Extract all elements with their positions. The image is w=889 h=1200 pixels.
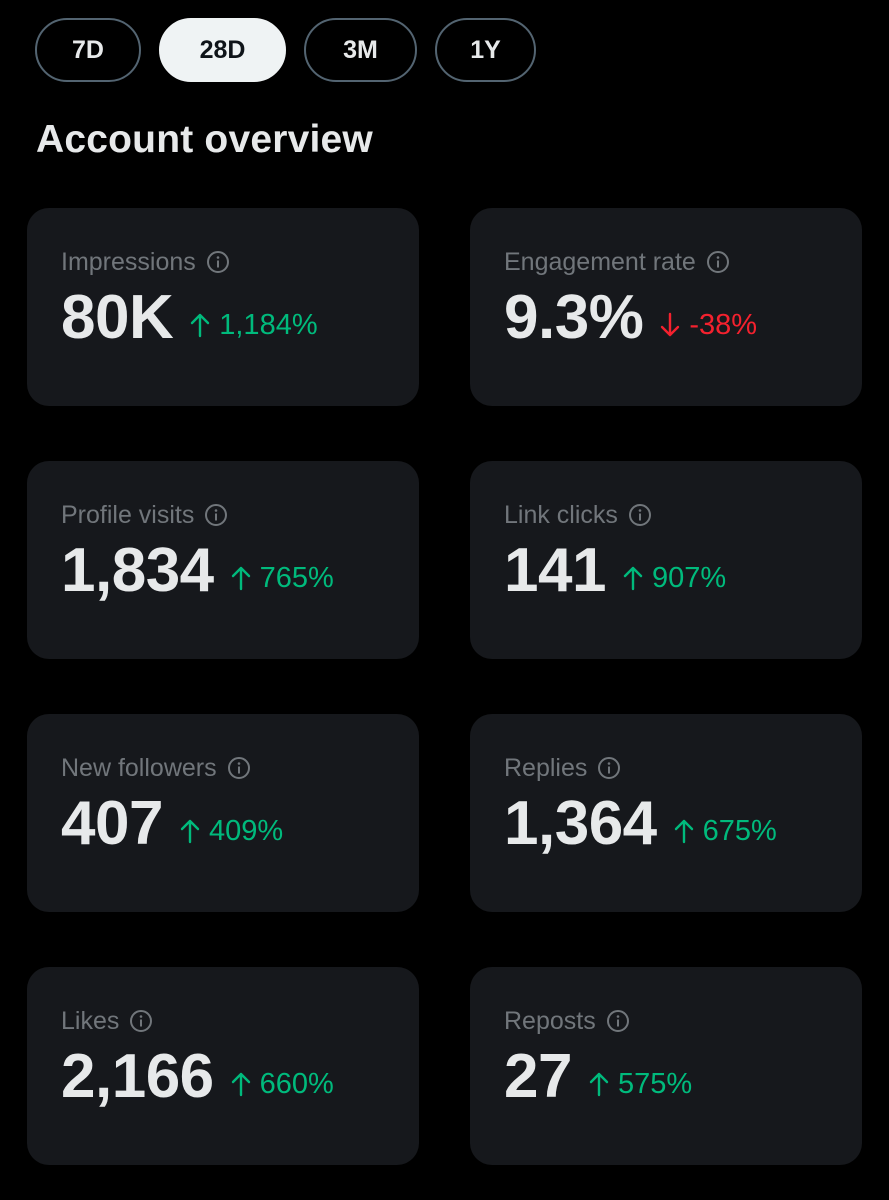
metric-change-value: 675%	[702, 814, 777, 847]
range-tab-3m[interactable]: 3M	[304, 18, 417, 82]
metric-value: 1,364	[504, 789, 657, 858]
arrow-up-icon	[589, 1072, 609, 1097]
metric-card-reposts[interactable]: Reposts 27 575%	[470, 967, 862, 1165]
metric-change: 765%	[230, 562, 334, 595]
metric-card-likes[interactable]: Likes 2,166 660%	[27, 967, 419, 1165]
date-range-selector: 7D 28D 3M 1Y	[35, 18, 536, 82]
info-icon[interactable]	[628, 503, 652, 527]
metric-card-engagement-rate[interactable]: Engagement rate 9.3% -38%	[470, 208, 862, 406]
arrow-up-icon	[623, 566, 643, 591]
metric-card-impressions[interactable]: Impressions 80K 1,184%	[27, 208, 419, 406]
metric-change: 907%	[622, 562, 726, 595]
metric-value: 1,834	[61, 536, 214, 605]
metric-change-value: 660%	[259, 1067, 334, 1100]
info-icon[interactable]	[227, 756, 251, 780]
metric-card-replies[interactable]: Replies 1,364 675%	[470, 714, 862, 912]
info-icon[interactable]	[606, 1009, 630, 1033]
metric-change-value: 765%	[259, 561, 334, 594]
arrow-up-icon	[231, 1072, 250, 1097]
metric-change-value: 575%	[617, 1067, 693, 1100]
metric-label: Reposts	[504, 1006, 596, 1035]
metrics-grid: Impressions 80K 1,184% Engagement rate 9…	[27, 208, 862, 1165]
metric-card-link-clicks[interactable]: Link clicks 141 907%	[470, 461, 862, 659]
arrow-up-icon	[180, 819, 200, 844]
arrow-down-icon	[661, 312, 680, 337]
metric-label: New followers	[61, 753, 217, 782]
info-icon[interactable]	[129, 1009, 153, 1033]
metric-change: 675%	[673, 815, 777, 848]
info-icon[interactable]	[706, 250, 730, 274]
metric-label: Link clicks	[504, 500, 618, 529]
metric-change-value: 907%	[651, 561, 727, 594]
arrow-up-icon	[191, 313, 210, 338]
metric-label: Engagement rate	[504, 247, 696, 276]
section-title: Account overview	[36, 118, 373, 161]
metric-card-profile-visits[interactable]: Profile visits 1,834 765%	[27, 461, 419, 659]
metric-label: Likes	[61, 1006, 120, 1035]
metric-label: Profile visits	[61, 500, 195, 529]
metric-change: 575%	[588, 1068, 692, 1101]
info-icon[interactable]	[206, 250, 230, 274]
metric-value: 407	[61, 789, 163, 858]
metric-change-value: -38%	[689, 308, 758, 341]
metric-value: 27	[504, 1042, 572, 1111]
metric-value: 9.3%	[504, 283, 644, 352]
metric-change-value: 1,184%	[219, 308, 318, 341]
range-tab-1y[interactable]: 1Y	[435, 18, 536, 82]
metric-change: 1,184%	[189, 308, 318, 342]
metric-card-new-followers[interactable]: New followers 407 409%	[27, 714, 419, 912]
metric-label: Impressions	[61, 247, 196, 276]
range-tab-7d[interactable]: 7D	[35, 18, 141, 82]
info-icon[interactable]	[204, 503, 228, 527]
metric-change-value: 409%	[208, 814, 284, 847]
metric-value: 80K	[61, 283, 174, 352]
metric-label: Replies	[504, 753, 588, 782]
range-tab-28d[interactable]: 28D	[159, 18, 286, 82]
info-icon[interactable]	[597, 756, 621, 780]
arrow-up-icon	[231, 566, 250, 591]
arrow-up-icon	[674, 819, 693, 844]
metric-change: -38%	[659, 309, 757, 342]
metric-value: 2,166	[61, 1042, 214, 1111]
metric-change: 409%	[179, 815, 283, 848]
metric-value: 141	[504, 536, 606, 605]
metric-change: 660%	[230, 1068, 334, 1101]
